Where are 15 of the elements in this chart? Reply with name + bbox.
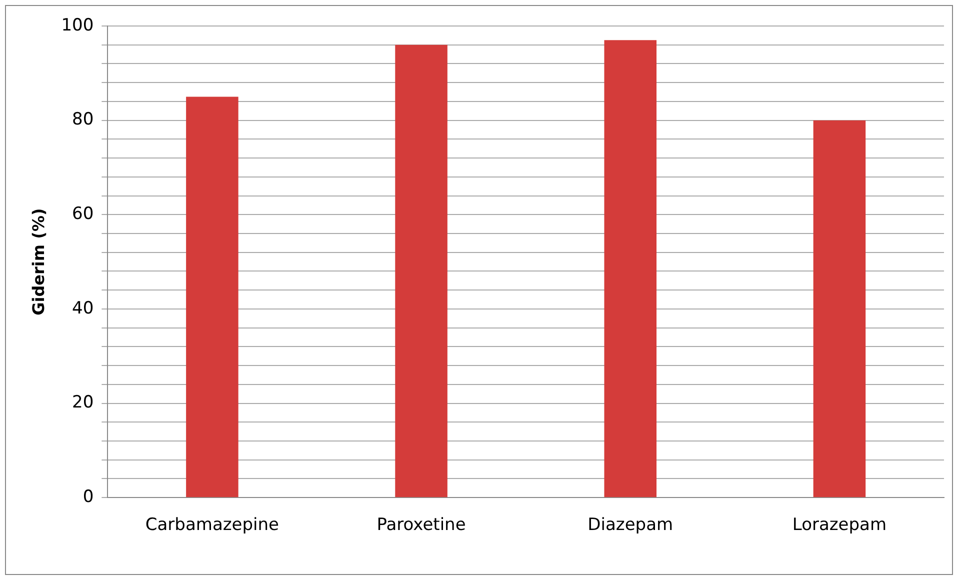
- y-tick-label: 20: [72, 392, 94, 413]
- bar: [813, 120, 866, 498]
- x-tick-label: Paroxetine: [376, 515, 466, 536]
- x-tick-label: Lorazepam: [792, 515, 887, 536]
- x-tick-label: Carbamazepine: [145, 515, 279, 536]
- y-tick-label: 0: [82, 487, 94, 508]
- y-tick-label: 100: [61, 15, 94, 36]
- x-tick-label: Diazepam: [588, 515, 674, 536]
- bar: [395, 44, 448, 498]
- bar: [186, 96, 238, 498]
- y-axis-title: Giderim (%): [28, 208, 48, 316]
- y-tick-label: 40: [72, 298, 94, 318]
- bar: [604, 40, 657, 498]
- y-tick-label: 80: [72, 110, 94, 130]
- y-tick-label: 60: [72, 204, 94, 224]
